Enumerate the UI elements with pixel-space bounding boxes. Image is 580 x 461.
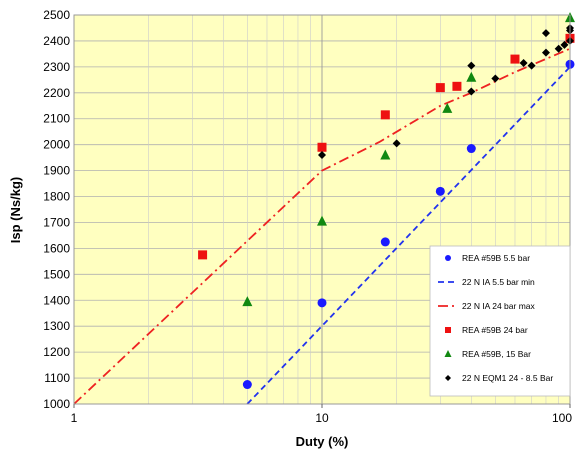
y-tick-label: 1400 (43, 293, 70, 307)
y-tick-label: 2000 (43, 138, 70, 152)
triangle-marker (317, 215, 327, 226)
y-tick-label: 2300 (43, 60, 70, 74)
y-tick-label: 1300 (43, 319, 70, 333)
legend-box (429, 245, 571, 397)
legend-label: 22 N EQM1 24 - 8.5 Bar (462, 373, 553, 383)
circle-marker (380, 237, 390, 247)
y-axis-title: Isp (Ns/kg) (8, 177, 23, 243)
diamond-marker (467, 61, 476, 70)
y-tick-label: 2100 (43, 112, 70, 126)
diamond-marker (541, 29, 550, 38)
y-tick-label: 1700 (43, 215, 70, 229)
y-tick-label: 1100 (44, 371, 70, 385)
diamond-marker (445, 375, 451, 381)
circle-marker (466, 144, 476, 154)
series-lines (73, 47, 571, 405)
square-marker (435, 83, 445, 93)
square-marker (510, 54, 520, 64)
square-marker (452, 81, 462, 91)
legend-label: REA #59B 24 bar (462, 325, 528, 335)
square-marker (317, 142, 327, 152)
square-marker (445, 327, 451, 333)
triangle-marker (242, 296, 253, 307)
series-line (246, 66, 571, 405)
series-line (73, 47, 571, 405)
y-tick-label: 2500 (43, 8, 70, 22)
diamond-marker (318, 151, 326, 160)
legend-label: 22 N IA 24 bar max (462, 301, 536, 311)
x-tick-label: 10 (315, 411, 329, 425)
x-tick-label: 1 (71, 411, 78, 425)
circle-marker (242, 380, 252, 390)
legend-label: REA #59B, 15 Bar (462, 349, 531, 359)
y-tick-label: 1600 (43, 241, 70, 255)
square-marker (380, 110, 390, 120)
legend-label: REA #59B 5.5 bar (462, 253, 530, 263)
y-tick-label: 1800 (43, 190, 70, 204)
diamond-marker (491, 74, 500, 83)
diamond-marker (541, 48, 550, 57)
x-axis-title: Duty (%) (296, 434, 349, 449)
x-tick-label: 100 (552, 411, 572, 425)
triangle-marker (444, 350, 452, 357)
square-marker (198, 250, 208, 260)
y-tick-label: 1500 (43, 267, 70, 281)
y-tick-label: 2400 (43, 34, 70, 48)
circle-marker (317, 298, 327, 308)
circle-marker (435, 186, 445, 196)
legend: REA #59B 5.5 bar 22 N IA 5.5 bar min 22 N … (429, 245, 571, 397)
diamond-marker (527, 61, 536, 70)
triangle-marker (380, 149, 391, 160)
tick-labels: 1000110012001300140015001600170018001900… (43, 8, 572, 425)
y-tick-label: 1900 (43, 164, 70, 178)
y-tick-label: 1200 (43, 345, 70, 359)
diamond-marker (392, 139, 401, 148)
series-markers (198, 12, 575, 390)
y-tick-label: 2200 (43, 86, 70, 100)
y-tick-label: 1000 (43, 397, 70, 411)
diamond-marker (560, 40, 569, 49)
triangle-marker (442, 102, 453, 113)
legend-label: 22 N IA 5.5 bar min (462, 277, 535, 287)
circle-marker (445, 255, 451, 261)
diamond-marker (519, 58, 528, 67)
diamond-marker (467, 87, 476, 96)
diamond-marker (554, 44, 563, 53)
triangle-marker (466, 71, 477, 82)
